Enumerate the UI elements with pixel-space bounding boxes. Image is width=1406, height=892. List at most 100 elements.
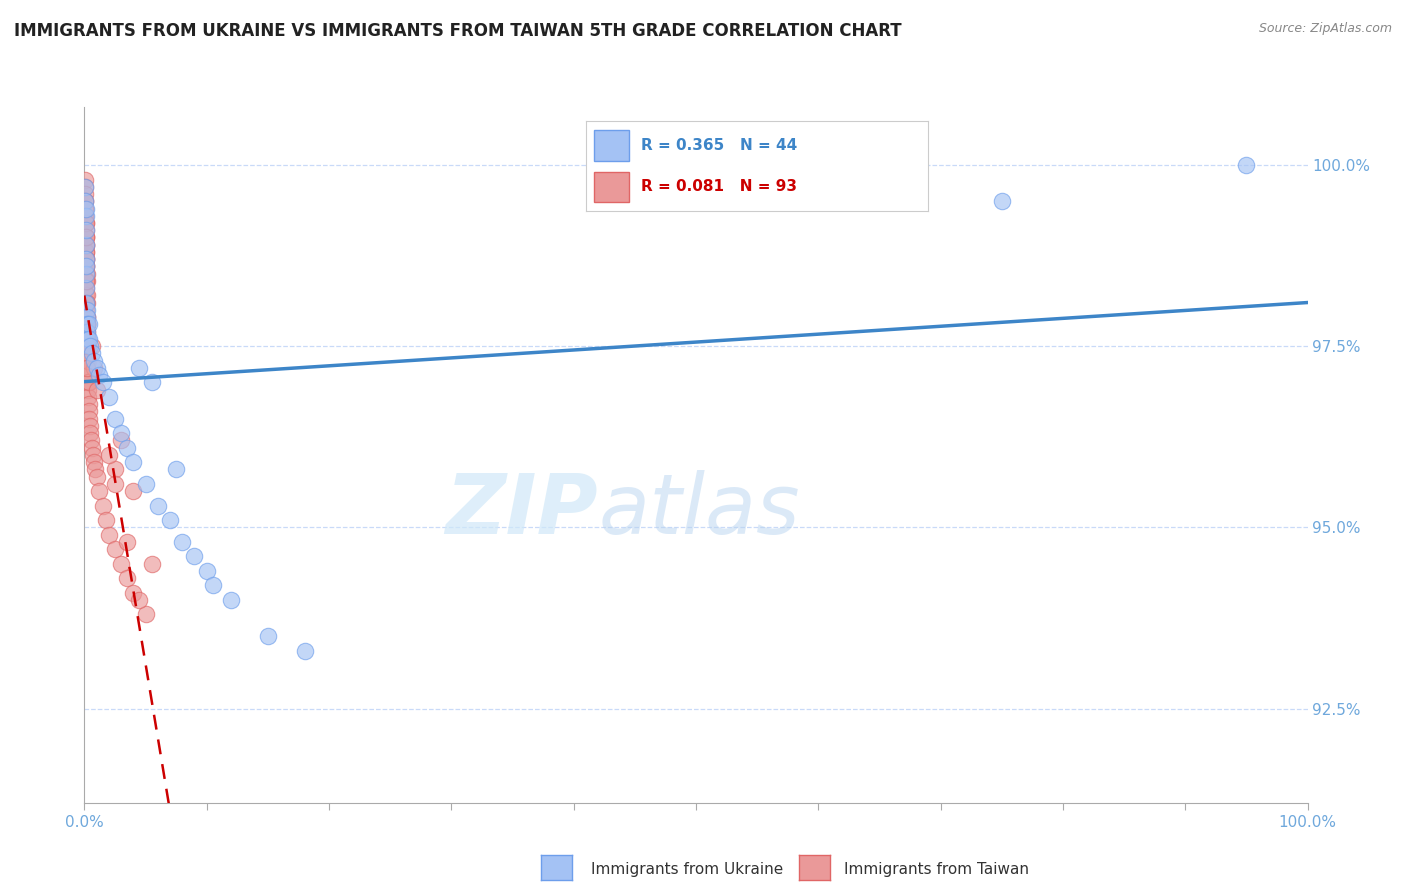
Point	[75, 295, 97, 310]
Point	[75, 237, 97, 252]
Point	[75, 288, 97, 302]
Point	[80, 346, 103, 360]
Point	[77, 390, 100, 404]
Point	[1236, 158, 1258, 172]
Point	[110, 557, 132, 571]
Point	[75, 202, 97, 216]
Point	[97, 390, 120, 404]
Point	[75, 194, 97, 209]
Point	[97, 527, 120, 541]
Point	[110, 426, 132, 441]
Point	[79, 426, 101, 441]
Point	[76, 288, 98, 302]
Point	[75, 223, 97, 237]
Point	[76, 332, 98, 346]
Point	[991, 194, 1014, 209]
Point	[91, 499, 114, 513]
Point	[104, 477, 127, 491]
Point	[75, 244, 97, 259]
Point	[110, 434, 132, 448]
Point	[79, 418, 101, 433]
Point	[75, 230, 97, 244]
Point	[75, 267, 97, 281]
Point	[75, 237, 97, 252]
Point	[80, 339, 103, 353]
Point	[80, 434, 103, 448]
Point	[75, 252, 97, 267]
Point	[115, 441, 138, 455]
Point	[83, 455, 105, 469]
Point	[76, 368, 98, 383]
Point	[75, 230, 97, 244]
Point	[104, 542, 127, 557]
Point	[75, 237, 97, 252]
Point	[87, 484, 110, 499]
Point	[76, 310, 98, 325]
Text: ZIP: ZIP	[446, 470, 598, 551]
Point	[77, 383, 100, 397]
Point	[75, 237, 97, 252]
Point	[122, 484, 145, 499]
Point	[141, 376, 163, 390]
Point	[77, 376, 100, 390]
Point	[76, 295, 98, 310]
Point	[77, 353, 100, 368]
Point	[76, 346, 98, 360]
Point	[86, 360, 108, 375]
Point	[141, 557, 163, 571]
Point	[75, 216, 97, 230]
Point	[75, 216, 97, 230]
Text: Source: ZipAtlas.com: Source: ZipAtlas.com	[1258, 22, 1392, 36]
Point	[73, 187, 96, 202]
Text: IMMIGRANTS FROM UKRAINE VS IMMIGRANTS FROM TAIWAN 5TH GRADE CORRELATION CHART: IMMIGRANTS FROM UKRAINE VS IMMIGRANTS FR…	[14, 22, 901, 40]
Point	[76, 318, 98, 332]
Point	[104, 411, 127, 425]
Point	[73, 179, 96, 194]
Point	[76, 274, 98, 288]
Point	[128, 360, 150, 375]
Point	[146, 499, 169, 513]
Point	[76, 318, 98, 332]
Point	[75, 295, 97, 310]
Point	[135, 477, 157, 491]
Point	[76, 318, 98, 332]
Point	[76, 353, 98, 368]
Point	[75, 281, 97, 295]
Point	[75, 252, 97, 267]
Point	[76, 376, 98, 390]
Point	[76, 303, 98, 318]
Point	[115, 535, 138, 549]
Point	[84, 462, 107, 476]
Point	[75, 223, 97, 237]
Point	[75, 244, 97, 259]
Point	[97, 448, 120, 462]
Point	[76, 325, 98, 339]
Point	[79, 339, 101, 353]
Point	[75, 252, 97, 267]
Point	[75, 194, 97, 209]
Point	[122, 455, 145, 469]
Point	[75, 303, 97, 318]
Point	[159, 513, 181, 527]
Point	[96, 513, 118, 527]
Point	[183, 549, 205, 564]
Point	[77, 318, 100, 332]
Point	[86, 469, 108, 483]
Point	[104, 462, 127, 476]
Point	[76, 310, 98, 325]
Point	[76, 318, 98, 332]
Point	[76, 360, 98, 375]
Point	[76, 267, 98, 281]
Point	[257, 629, 280, 643]
Point	[75, 260, 97, 274]
Point	[76, 325, 98, 339]
Point	[83, 360, 105, 375]
Point	[76, 310, 98, 325]
Point	[128, 592, 150, 607]
Point	[75, 209, 97, 223]
Text: Immigrants from Ukraine: Immigrants from Ukraine	[591, 863, 783, 877]
Point	[76, 339, 98, 353]
Text: Immigrants from Taiwan: Immigrants from Taiwan	[844, 863, 1029, 877]
Point	[172, 535, 194, 549]
Point	[75, 216, 97, 230]
